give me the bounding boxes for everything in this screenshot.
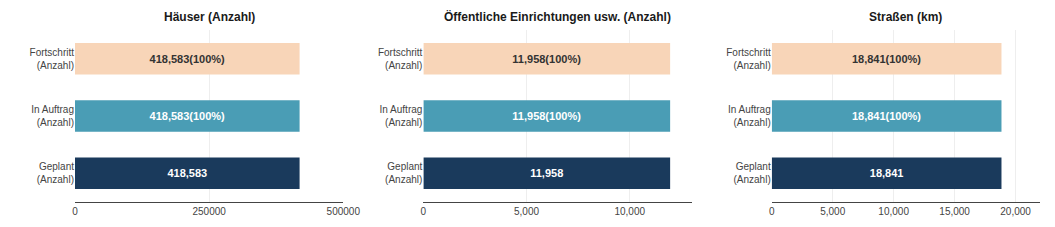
svg-text:Öffentliche Einrichtungen usw.: Öffentliche Einrichtungen usw. (Anzahl): [444, 9, 671, 24]
svg-text:20,000: 20,000: [1000, 206, 1031, 217]
svg-text:250000: 250000: [192, 206, 226, 217]
svg-text:0: 0: [769, 206, 775, 217]
svg-text:5,000: 5,000: [514, 206, 539, 217]
svg-text:11,958(100%): 11,958(100%): [512, 53, 581, 65]
svg-text:11,958(100%): 11,958(100%): [512, 110, 581, 122]
svg-text:In Auftrag(Anzahl): In Auftrag(Anzahl): [728, 104, 771, 128]
svg-text:Fortschritt(Anzahl): Fortschritt(Anzahl): [30, 47, 75, 71]
svg-text:Geplant(Anzahl): Geplant(Anzahl): [385, 161, 422, 185]
svg-text:Geplant(Anzahl): Geplant(Anzahl): [733, 161, 770, 185]
svg-text:18,841(100%): 18,841(100%): [852, 53, 921, 65]
svg-text:Häuser (Anzahl): Häuser (Anzahl): [164, 10, 255, 24]
svg-text:In Auftrag(Anzahl): In Auftrag(Anzahl): [31, 104, 74, 128]
svg-text:418,583(100%): 418,583(100%): [150, 53, 226, 65]
svg-text:Geplant(Anzahl): Geplant(Anzahl): [37, 161, 74, 185]
svg-text:5,000: 5,000: [820, 206, 845, 217]
svg-text:418,583: 418,583: [167, 167, 207, 179]
svg-text:In Auftrag(Anzahl): In Auftrag(Anzahl): [380, 104, 423, 128]
svg-text:Fortschritt(Anzahl): Fortschritt(Anzahl): [378, 47, 423, 71]
svg-text:500000: 500000: [327, 206, 361, 217]
svg-text:15,000: 15,000: [939, 206, 970, 217]
svg-text:18,841: 18,841: [870, 167, 904, 179]
svg-text:Straßen (km): Straßen (km): [869, 10, 942, 24]
svg-text:10,000: 10,000: [878, 206, 909, 217]
svg-text:10,000: 10,000: [614, 206, 645, 217]
svg-text:0: 0: [72, 206, 78, 217]
svg-text:Fortschritt(Anzahl): Fortschritt(Anzahl): [726, 47, 771, 71]
svg-text:418,583(100%): 418,583(100%): [150, 110, 226, 122]
svg-text:0: 0: [421, 206, 427, 217]
svg-text:11,958: 11,958: [530, 167, 563, 179]
svg-text:18,841(100%): 18,841(100%): [852, 110, 921, 122]
